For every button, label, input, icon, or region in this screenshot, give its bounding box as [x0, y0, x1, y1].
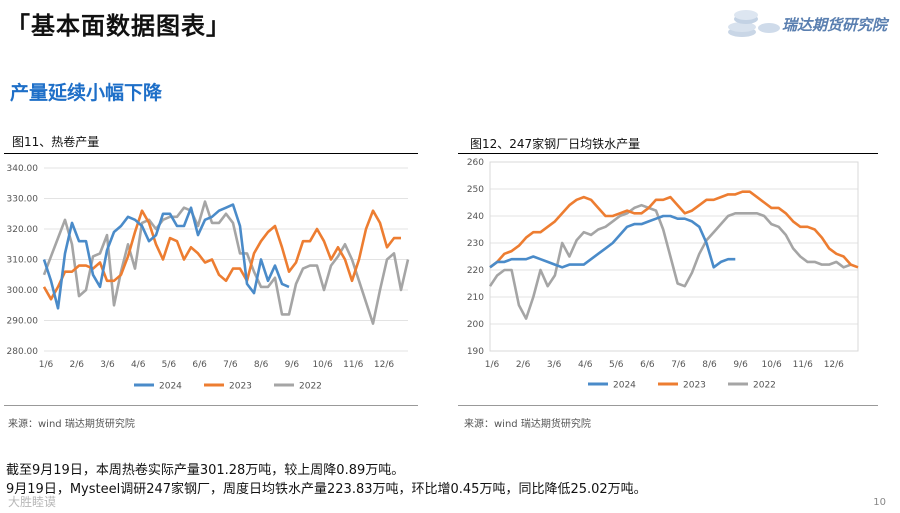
section-title: 产量延续小幅下降: [10, 82, 163, 104]
x-tick-label: 6/6: [640, 360, 655, 370]
x-tick-label: 3/6: [100, 360, 115, 370]
x-tick-label: 11/6: [343, 360, 363, 370]
x-tick-label: 1/6: [39, 360, 54, 370]
note-line-2: 9月19日，Mysteel调研247家钢厂，周度日均铁水产量223.83万吨，环…: [6, 482, 647, 497]
y-tick-label: 330.00: [7, 195, 39, 205]
legend-label-2024: 2024: [613, 381, 636, 391]
y-tick-label: 230: [467, 239, 484, 249]
hot-metal-output-chart: 190 200 210 220 230 240 250 260 1/6 2/6 3/6 4/6 5/6 6…: [467, 158, 859, 391]
y-tick-label: 280.00: [7, 347, 39, 357]
plot-frame: [489, 161, 859, 352]
series-line-2022: [42, 200, 410, 325]
x-tick-label: 10/6: [312, 360, 332, 370]
x-tick-label: 12/6: [374, 360, 394, 370]
legend-label-2023: 2023: [229, 382, 252, 392]
chart-bottom-rule: [458, 405, 878, 406]
chart-top-rule: [458, 153, 878, 154]
y-tick-label: 290.00: [7, 317, 39, 327]
legend-label-2022: 2022: [299, 382, 322, 392]
watermark: 大胜睦谟: [8, 495, 57, 509]
x-tick-label: 8/6: [702, 360, 717, 370]
x-tick-label: 8/6: [254, 360, 269, 370]
y-tick-label: 220: [467, 266, 484, 276]
y-tick-label: 300.00: [7, 286, 39, 296]
x-tick-label: 7/6: [223, 360, 238, 370]
y-tick-label: 240: [467, 212, 484, 222]
y-tick-label: 210: [467, 293, 484, 303]
x-tick-label: 5/6: [609, 360, 624, 370]
y-tick-label: 190: [467, 347, 484, 357]
y-tick-label: 250: [467, 185, 484, 195]
series-line-2023: [489, 190, 859, 269]
chart-top-rule: [4, 153, 418, 154]
x-tick-label: 3/6: [547, 360, 562, 370]
logo: [724, 6, 894, 40]
x-tick-label: 2/6: [516, 360, 531, 370]
chart-title-hot-rolled: 图11、热卷产量: [12, 135, 100, 149]
y-tick-label: 320.00: [7, 225, 39, 235]
x-tick-label: 1/6: [485, 360, 500, 370]
y-tick-label: 260: [467, 158, 484, 168]
x-tick-label: 11/6: [793, 360, 813, 370]
y-tick-label: 310.00: [7, 256, 39, 266]
note-line-1: 截至9月19日，本周热卷实际产量301.28万吨，较上周降0.89万吨。: [6, 463, 405, 478]
legend-label-2024: 2024: [159, 382, 182, 392]
x-tick-label: 4/6: [578, 360, 593, 370]
x-tick-label: 9/6: [733, 360, 748, 370]
x-tick-label: 7/6: [671, 360, 686, 370]
chart-source: 来源：wind 瑞达期货研究院: [464, 419, 591, 430]
x-tick-label: 4/6: [131, 360, 146, 370]
series-line-2024: [489, 214, 736, 269]
page-title: 「基本面数据图表」: [6, 12, 231, 40]
coin-stack-icon: [728, 10, 780, 37]
x-tick-label: 6/6: [192, 360, 207, 370]
x-tick-label: 5/6: [162, 360, 177, 370]
hot-rolled-output-chart: 280.00 290.00 300.00 310.00 320.00 330.00 340.…: [7, 164, 410, 392]
y-tick-label: 340.00: [7, 164, 39, 174]
page-number: 10: [873, 497, 886, 508]
x-tick-label: 9/6: [285, 360, 300, 370]
legend-label-2023: 2023: [683, 381, 706, 391]
logo-text: 瑞达期货研究院: [782, 16, 888, 34]
legend-label-2022: 2022: [753, 381, 776, 391]
chart-source: 来源：wind 瑞达期货研究院: [8, 419, 135, 430]
x-tick-label: 10/6: [762, 360, 782, 370]
x-tick-label: 2/6: [69, 360, 84, 370]
chart-bottom-rule: [4, 405, 418, 406]
x-tick-label: 12/6: [824, 360, 844, 370]
series-line-2022: [488, 203, 852, 320]
y-tick-label: 200: [467, 320, 484, 330]
chart-title-hot-metal: 图12、247家钢厂日均铁水产量: [470, 137, 641, 151]
series-line-2024: [42, 203, 290, 310]
